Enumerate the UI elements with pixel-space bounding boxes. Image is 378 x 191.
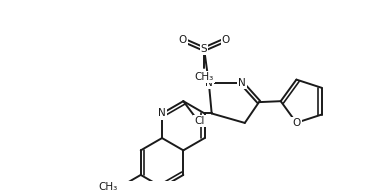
Text: N: N bbox=[238, 78, 246, 88]
Text: N: N bbox=[158, 108, 166, 118]
Text: O: O bbox=[222, 35, 230, 45]
Text: Cl: Cl bbox=[194, 116, 204, 126]
Text: CH₃: CH₃ bbox=[195, 72, 214, 82]
Text: O: O bbox=[178, 35, 186, 45]
Text: S: S bbox=[201, 44, 208, 54]
Text: O: O bbox=[292, 118, 301, 128]
Text: CH₃: CH₃ bbox=[99, 182, 118, 191]
Text: N: N bbox=[205, 78, 213, 88]
